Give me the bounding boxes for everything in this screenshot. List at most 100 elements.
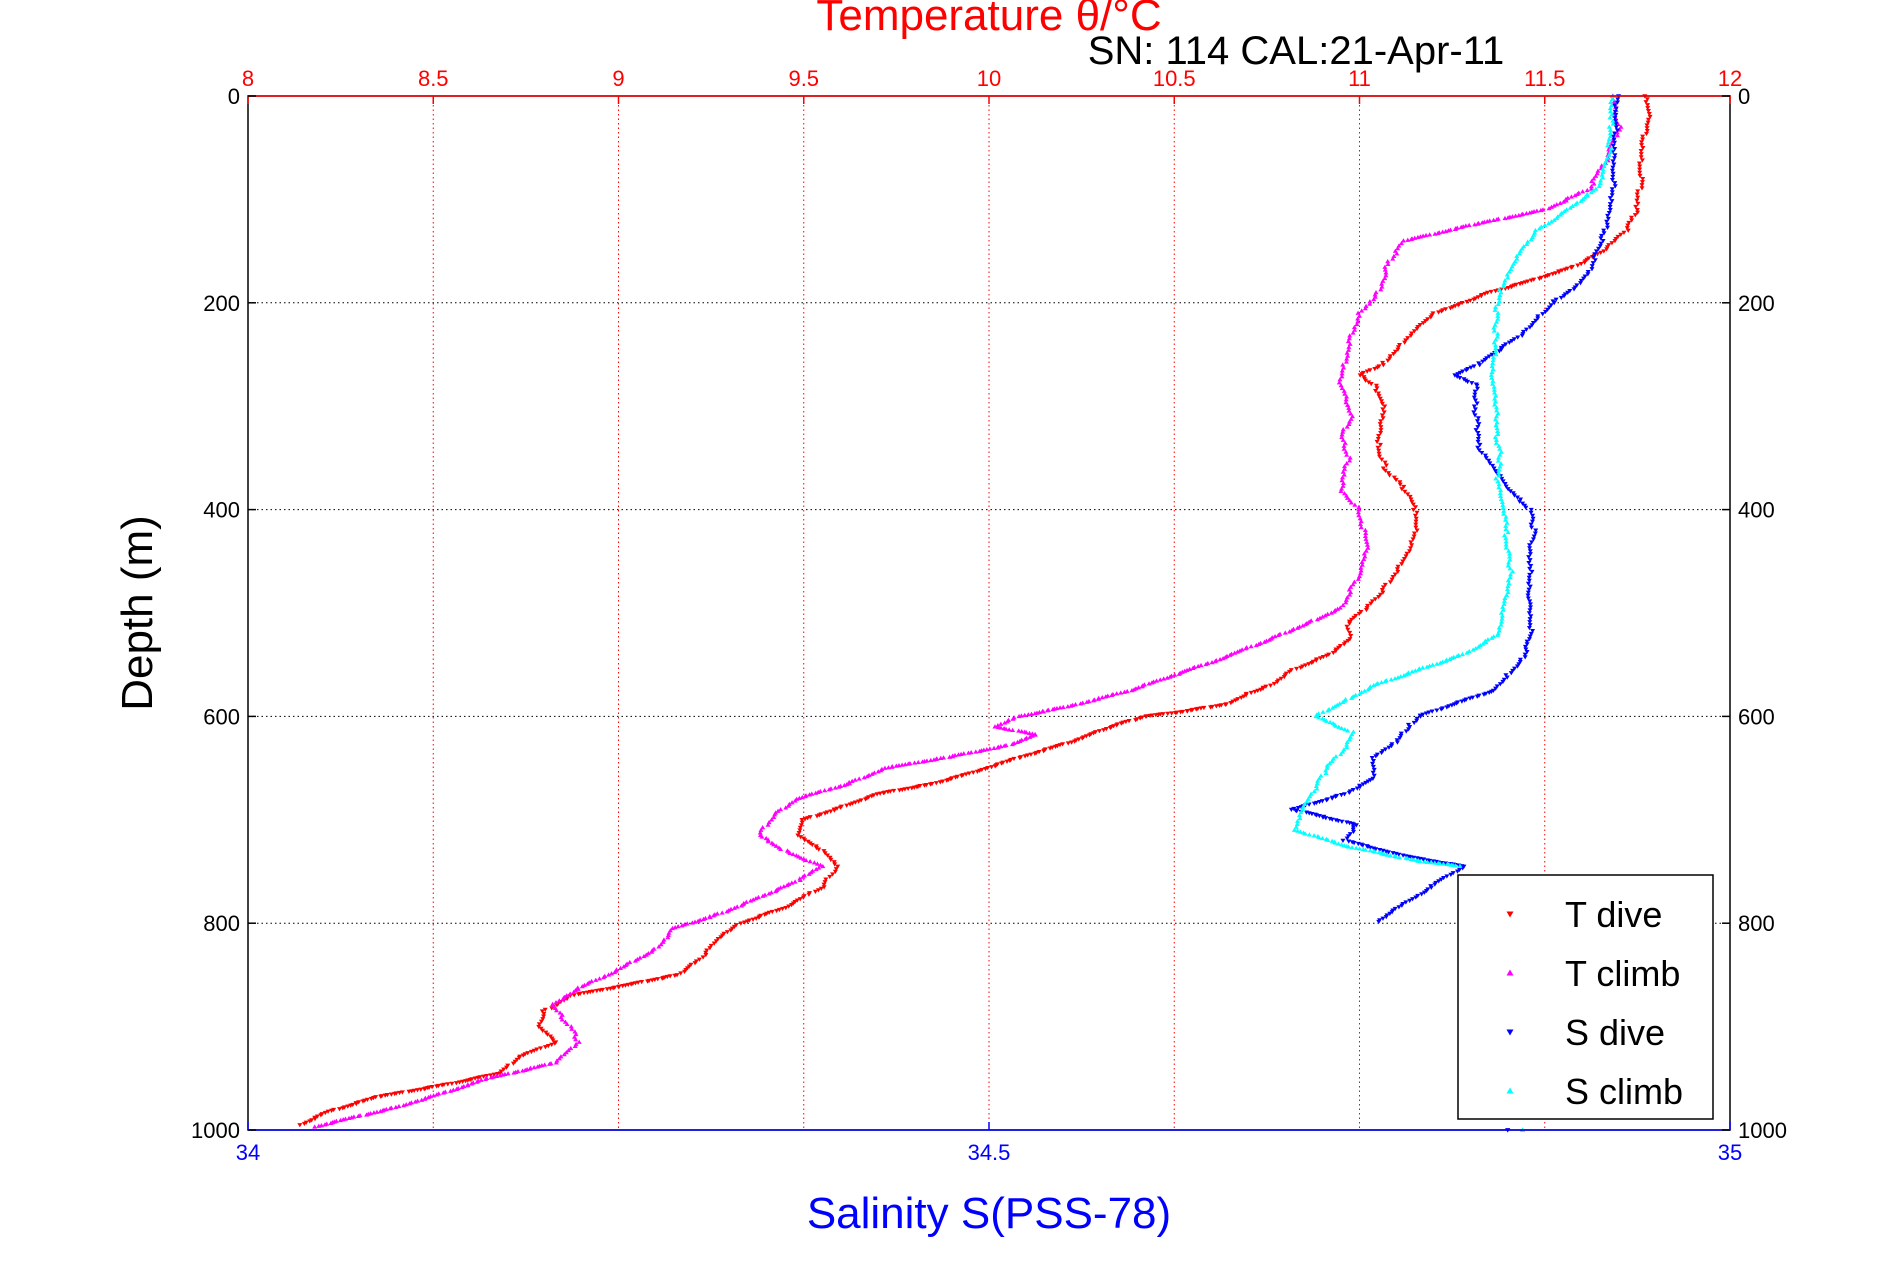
data-point	[649, 949, 655, 954]
depth-tick-label-left: 400	[203, 498, 240, 523]
data-point	[1476, 422, 1482, 427]
data-point	[1387, 356, 1393, 361]
data-point	[1411, 857, 1417, 862]
data-point	[1065, 741, 1071, 746]
data-point	[1612, 140, 1618, 146]
data-point	[813, 790, 819, 795]
data-point	[1313, 658, 1319, 663]
data-point	[1286, 669, 1292, 675]
data-point	[1345, 638, 1351, 644]
data-point	[1470, 647, 1476, 652]
data-point	[1534, 208, 1540, 213]
data-point	[773, 843, 779, 848]
data-point	[1358, 524, 1364, 530]
data-point	[1188, 708, 1194, 713]
data-point	[1530, 516, 1536, 521]
data-point	[1504, 586, 1510, 592]
data-point	[675, 924, 681, 929]
data-point	[1626, 220, 1632, 226]
data-point	[1358, 565, 1364, 570]
data-point	[806, 871, 812, 876]
data-point	[1497, 464, 1503, 469]
data-point	[491, 1072, 497, 1077]
top-axis-title: Temperature θ/°C	[816, 0, 1161, 40]
data-point	[821, 885, 827, 890]
data-point	[1632, 213, 1638, 218]
data-point	[1348, 416, 1354, 421]
data-point	[1121, 689, 1127, 694]
data-point	[778, 846, 784, 852]
data-point	[1238, 695, 1244, 701]
data-point	[1343, 597, 1349, 602]
data-point	[542, 1062, 548, 1067]
data-point	[1526, 587, 1532, 592]
data-point	[1645, 106, 1651, 111]
data-point	[1407, 549, 1413, 554]
data-point	[1291, 827, 1297, 832]
data-point	[1574, 283, 1580, 288]
data-point	[1474, 401, 1480, 406]
data-point	[1538, 207, 1544, 213]
data-point	[920, 759, 926, 764]
data-point	[1476, 644, 1482, 649]
data-point	[1402, 489, 1408, 495]
data-point	[1420, 665, 1426, 670]
data-point	[656, 944, 662, 949]
data-point	[1500, 505, 1506, 510]
data-point	[1324, 763, 1330, 768]
data-point	[1591, 176, 1597, 181]
data-point	[1346, 421, 1352, 427]
data-point	[1359, 308, 1365, 313]
data-point	[1187, 666, 1193, 671]
data-point	[1495, 301, 1501, 307]
data-point	[1297, 812, 1303, 818]
data-point	[1253, 642, 1259, 648]
data-point	[1335, 818, 1341, 824]
data-point	[1370, 758, 1376, 764]
data-point	[1095, 696, 1101, 701]
data-point	[1535, 314, 1541, 319]
data-point	[1506, 340, 1512, 345]
data-point	[1378, 431, 1384, 436]
data-point	[1338, 793, 1344, 798]
data-point	[753, 896, 759, 901]
data-point	[316, 1123, 322, 1128]
data-point	[1358, 568, 1364, 573]
data-point	[1397, 342, 1403, 348]
data-point	[1504, 520, 1510, 525]
data-point	[1411, 329, 1417, 334]
data-point	[1084, 699, 1090, 704]
data-point	[695, 918, 701, 923]
data-point	[1341, 388, 1347, 393]
data-point	[1364, 369, 1370, 374]
data-point	[1344, 739, 1350, 744]
data-point	[1525, 581, 1531, 586]
data-point	[1397, 854, 1403, 860]
data-point	[1498, 622, 1504, 627]
data-point	[1471, 404, 1477, 409]
data-point	[1339, 432, 1345, 437]
data-point	[1506, 269, 1512, 274]
data-point	[1495, 310, 1501, 315]
data-point	[739, 903, 745, 908]
data-point	[861, 775, 867, 780]
data-point	[1514, 664, 1520, 669]
data-point	[576, 992, 582, 997]
data-point	[1643, 131, 1649, 137]
data-point	[1323, 768, 1329, 773]
data-point	[1503, 536, 1509, 541]
data-point	[639, 980, 645, 985]
data-point	[531, 1065, 537, 1070]
data-point	[1331, 609, 1337, 614]
data-point	[1448, 872, 1454, 877]
data-point	[1349, 695, 1355, 700]
data-point	[1406, 727, 1412, 732]
data-point	[814, 861, 820, 866]
data-point	[536, 1022, 542, 1027]
data-point	[1203, 661, 1209, 667]
data-point	[1524, 639, 1530, 644]
data-point	[1475, 439, 1481, 445]
data-point	[1016, 728, 1022, 733]
data-point	[953, 775, 959, 780]
data-point	[1498, 496, 1504, 502]
